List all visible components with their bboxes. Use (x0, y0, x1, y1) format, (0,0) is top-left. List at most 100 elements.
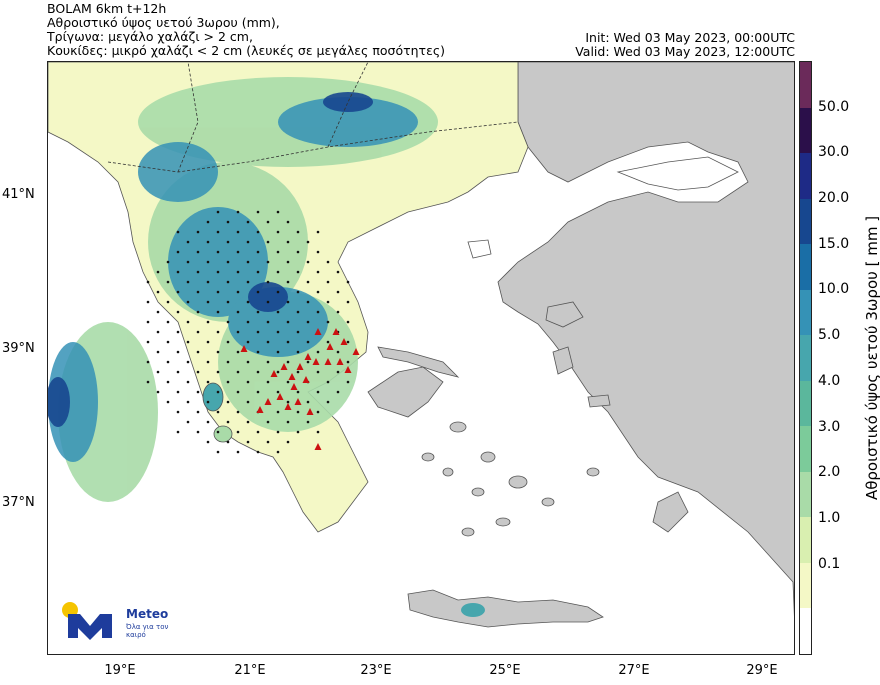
hail-large-triangle (290, 383, 298, 390)
hail-small-dot (276, 250, 280, 254)
hail-small-dot (286, 280, 290, 284)
hail-small-dot (226, 300, 230, 304)
hail-small-dot (186, 320, 190, 324)
hail-small-dot (276, 390, 280, 394)
hail-small-dot (286, 300, 290, 304)
hail-small-dot (346, 280, 350, 284)
hail-small-dot (326, 300, 330, 304)
hail-small-dot (346, 300, 350, 304)
hail-small-dot (206, 240, 210, 244)
hail-small-dot (216, 410, 220, 414)
hail-small-dot (296, 310, 300, 314)
hail-small-dot (166, 400, 170, 404)
hail-small-dot (246, 380, 250, 384)
hail-large-triangle (314, 328, 322, 335)
hail-small-dot (266, 240, 270, 244)
colorbar-tick-label: 15.0 (818, 235, 850, 252)
hail-large-triangle (288, 373, 296, 380)
hail-small-dot (186, 260, 190, 264)
hail-small-dot (196, 410, 200, 414)
colorbar-tick-label: 3.0 (818, 418, 841, 435)
hail-small-dot (296, 410, 300, 414)
hail-large-triangle (314, 443, 322, 450)
colorbar-segment (800, 335, 811, 381)
hail-small-dot (146, 280, 150, 284)
hail-small-dot (306, 260, 310, 264)
precipitation-map (47, 61, 795, 655)
hail-large-triangle (312, 358, 320, 365)
map-canvas (48, 62, 794, 628)
hail-small-dot (266, 360, 270, 364)
hail-small-dot (266, 340, 270, 344)
hail-small-dot (176, 370, 180, 374)
land-rhodes (652, 491, 689, 533)
hail-small-dot (316, 430, 320, 434)
hail-small-dot (276, 350, 280, 354)
hail-small-dot (286, 240, 290, 244)
hail-small-dot (226, 340, 230, 344)
precip-heavy (48, 92, 373, 427)
hail-small-dot (316, 370, 320, 374)
hail-small-dot (206, 340, 210, 344)
hail-small-dot (236, 370, 240, 374)
hail-small-dot (256, 430, 260, 434)
hail-small-dot (326, 380, 330, 384)
hail-small-dot (286, 440, 290, 444)
hail-large-triangle (306, 408, 314, 415)
hail-small-dot (146, 380, 150, 384)
hail-small-dot (336, 270, 340, 274)
hail-small-dot (206, 400, 210, 404)
hail-small-dot (326, 280, 330, 284)
hail-small-dot (176, 270, 180, 274)
hail-small-dot (196, 370, 200, 374)
hail-small-dot (306, 280, 310, 284)
land-turkey (497, 62, 794, 617)
land-samos (587, 394, 611, 408)
hail-small-dot (146, 300, 150, 304)
hail-small-dot (186, 420, 190, 424)
colorbar-segment (800, 244, 811, 290)
hail-small-dot (256, 330, 260, 334)
hail-small-dot (186, 240, 190, 244)
hail-small-dot (196, 430, 200, 434)
hail-large-triangle (344, 366, 352, 373)
hail-small-dot (286, 380, 290, 384)
hail-small-dot (276, 210, 280, 214)
hail-small-dot (226, 380, 230, 384)
hail-large-triangle (352, 348, 360, 355)
hail-small-dot (276, 370, 280, 374)
hail-small-dot (286, 420, 290, 424)
hail-small-dot (246, 240, 250, 244)
hail-small-dot (166, 320, 170, 324)
hail-small-dot (226, 240, 230, 244)
colorbar-tick-label: 50.0 (818, 98, 850, 115)
land-crete (407, 589, 604, 628)
hail-small-dot (206, 300, 210, 304)
colorbar-segment (800, 608, 811, 654)
hail-small-dot (276, 410, 280, 414)
hail-small-dot (176, 430, 180, 434)
land-euboea (377, 346, 460, 378)
hail-small-dot (346, 320, 350, 324)
hail-small-dot (216, 210, 220, 214)
colorbar-tick-label: 30.0 (818, 144, 850, 161)
hail-small-dot (276, 230, 280, 234)
hail-small-dot (316, 230, 320, 234)
valid-time: Valid: Wed 03 May 2023, 12:00UTC (575, 44, 795, 59)
hail-small-dot (236, 250, 240, 254)
hail-small-dot (276, 270, 280, 274)
hail-small-dot (296, 350, 300, 354)
land-lesvos (545, 301, 584, 328)
hail-large-triangle (284, 403, 292, 410)
colorbar-segment (800, 289, 811, 336)
hail-small-dot (196, 230, 200, 234)
hail-small-dot (266, 320, 270, 324)
hail-large-triangle (326, 343, 334, 350)
hail-small-dot (246, 320, 250, 324)
hail-small-dot (176, 310, 180, 314)
hail-small-dot (216, 390, 220, 394)
hail-large-triangle (264, 398, 272, 405)
hail-small-dot (236, 270, 240, 274)
colorbar-segment (800, 562, 811, 609)
hail-small-dot (196, 390, 200, 394)
